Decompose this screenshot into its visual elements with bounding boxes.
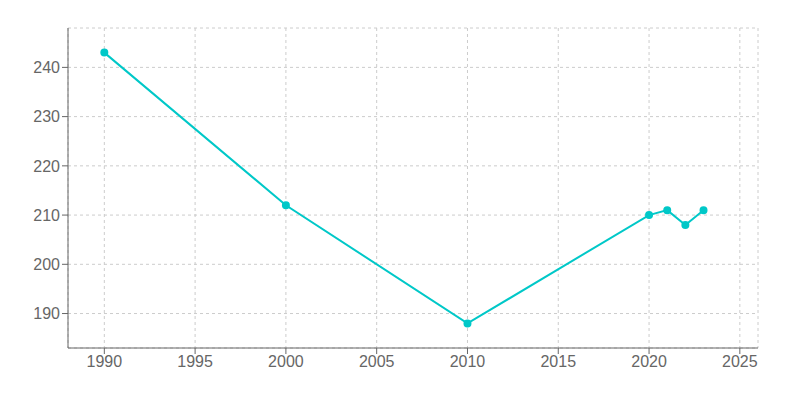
svg-text:2000: 2000 [268, 353, 304, 370]
svg-text:230: 230 [33, 108, 60, 125]
svg-text:210: 210 [33, 207, 60, 224]
svg-text:220: 220 [33, 158, 60, 175]
svg-text:2025: 2025 [722, 353, 758, 370]
svg-text:2005: 2005 [359, 353, 395, 370]
svg-text:2015: 2015 [540, 353, 576, 370]
svg-text:1995: 1995 [177, 353, 213, 370]
svg-text:200: 200 [33, 256, 60, 273]
svg-text:2010: 2010 [450, 353, 486, 370]
svg-text:240: 240 [33, 59, 60, 76]
svg-text:190: 190 [33, 305, 60, 322]
svg-text:1990: 1990 [87, 353, 123, 370]
svg-text:2020: 2020 [631, 353, 667, 370]
